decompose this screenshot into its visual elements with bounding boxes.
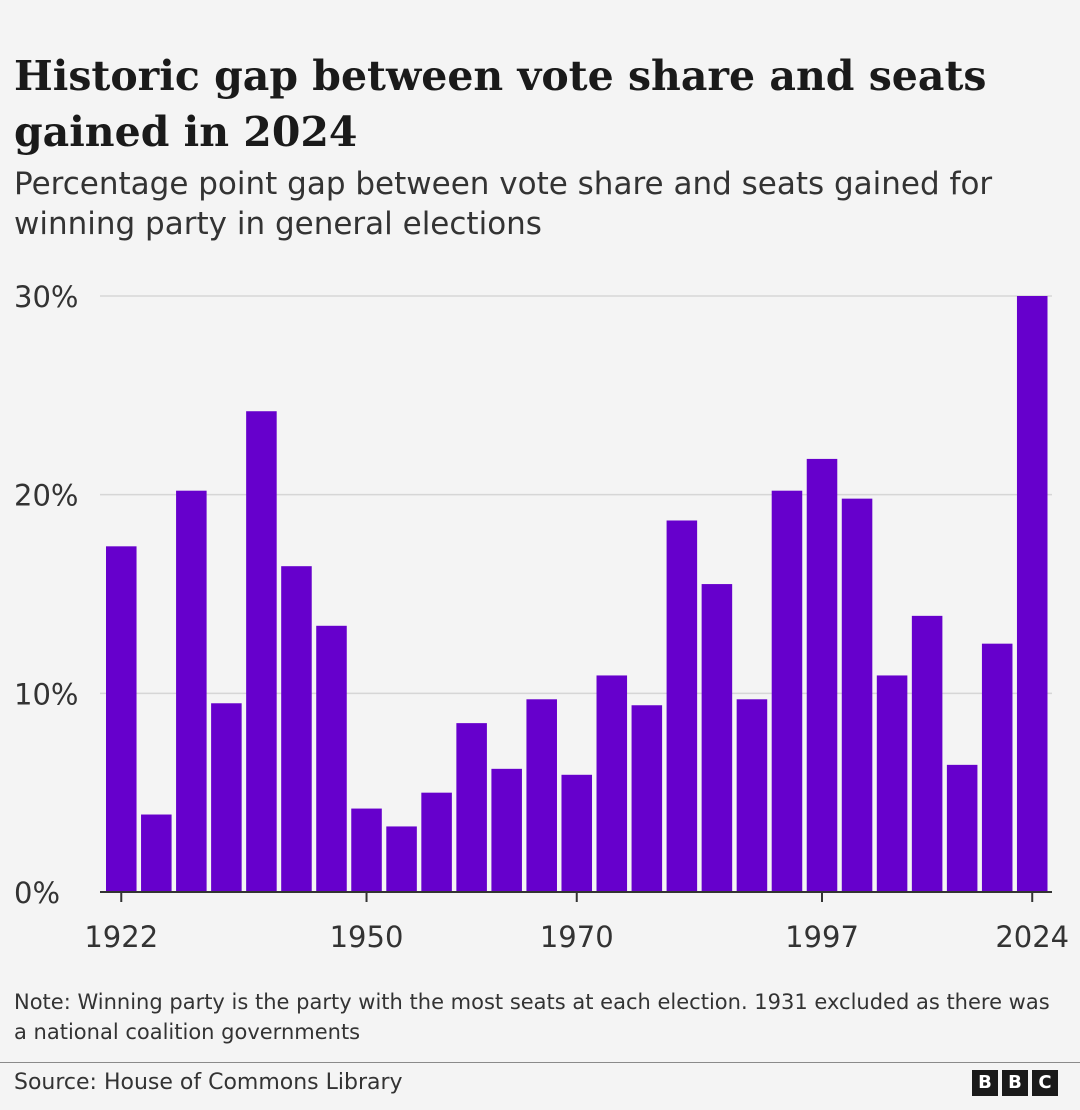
bar-1964	[456, 723, 487, 892]
y-tick-label: 10%	[14, 677, 78, 711]
x-tick-label: 1950	[330, 920, 404, 954]
bar-1924	[176, 490, 207, 892]
bbc-logo-letter: B	[1002, 1070, 1028, 1096]
bar-1951	[351, 808, 382, 892]
chart-title: Historic gap between vote share and seat…	[14, 52, 987, 156]
bar-1974-feb	[561, 774, 593, 892]
bar-1929	[211, 703, 242, 892]
bar-1950	[316, 625, 347, 892]
bar-2015	[911, 615, 943, 892]
bbc-logo-letter: B	[972, 1070, 998, 1096]
y-tick-label: 30%	[14, 280, 78, 314]
chart-subtitle: Percentage point gap between vote share …	[14, 166, 993, 242]
bar-2001	[806, 458, 838, 892]
bar-2010	[876, 675, 908, 892]
bar-1987	[701, 584, 733, 892]
bars	[106, 296, 1048, 892]
y-tick-label: 0%	[14, 876, 60, 910]
bar-1997	[771, 490, 803, 892]
chart-note: Note: Winning party is the party with th…	[14, 990, 1050, 1044]
bar-1992	[736, 699, 768, 892]
bar-1923	[141, 814, 172, 892]
bar-1935	[246, 411, 277, 892]
bar-2019	[981, 643, 1013, 892]
bar-1983	[666, 520, 698, 892]
chart-source: Source: House of Commons Library	[14, 1070, 403, 1095]
bar-chart: 1922 1950 1970 1997 2024 0% 10% 20% 30%	[14, 280, 1069, 954]
x-tick-label: 1922	[84, 920, 158, 954]
bar-1974-oct	[596, 675, 628, 892]
bar-1959	[421, 792, 452, 892]
x-tick-label: 1997	[785, 920, 859, 954]
gridlines	[100, 295, 1052, 695]
bbc-logo: B B C	[972, 1070, 1058, 1096]
bar-1955	[386, 826, 417, 892]
footer-divider	[0, 1062, 1080, 1063]
bar-1970	[526, 699, 557, 892]
y-tick-label: 20%	[14, 479, 78, 513]
y-axis-labels: 0% 10% 20% 30%	[14, 280, 78, 910]
bar-1979	[631, 705, 663, 892]
bar-2017	[946, 764, 978, 892]
bar-2005	[841, 498, 873, 892]
x-axis: 1922 1950 1970 1997 2024	[84, 891, 1069, 954]
bar-1966	[491, 768, 522, 892]
x-tick-label: 1970	[540, 920, 614, 954]
bar-1945	[281, 566, 312, 892]
x-tick-label: 2024	[995, 920, 1069, 954]
bbc-logo-letter: C	[1032, 1070, 1058, 1096]
bar-2024	[1016, 296, 1048, 892]
bar-1922	[106, 546, 137, 892]
